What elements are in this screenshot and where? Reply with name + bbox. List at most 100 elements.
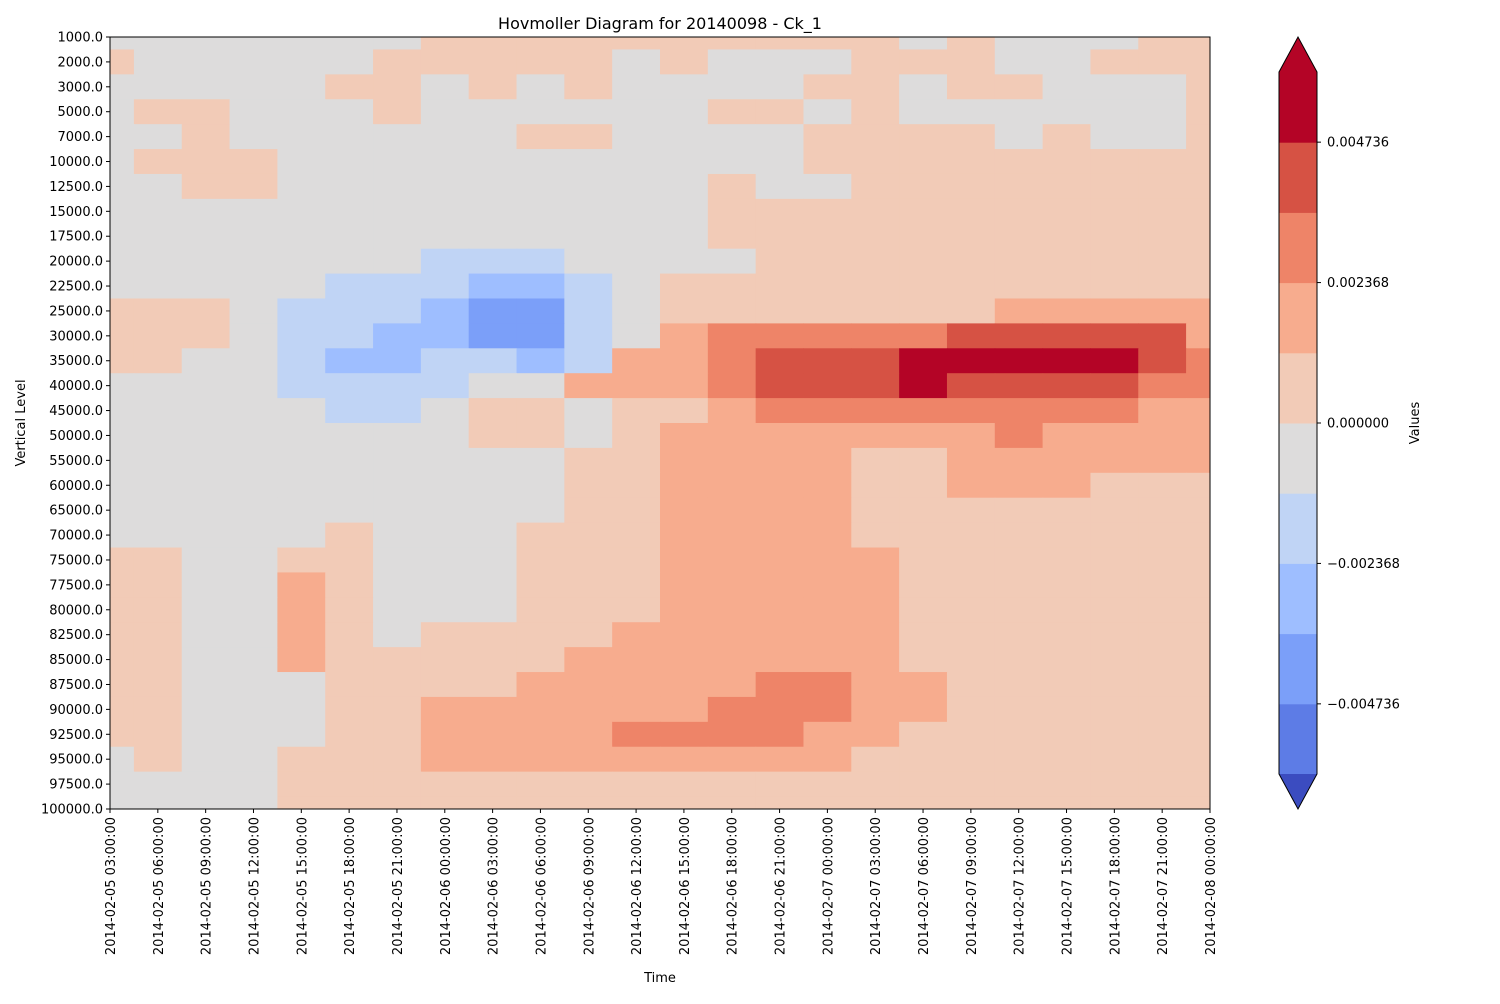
- heatmap-cell: [325, 348, 374, 374]
- heatmap-cell: [516, 472, 565, 499]
- heatmap-cell: [516, 572, 565, 598]
- heatmap-cell: [468, 771, 518, 798]
- heatmap-cell: [110, 622, 135, 648]
- heatmap-cell: [277, 248, 326, 275]
- heatmap-cell: [803, 597, 852, 623]
- heatmap-cell: [1042, 721, 1091, 748]
- heatmap-cell: [277, 124, 326, 150]
- y-tick-label: 75000.0: [49, 553, 103, 568]
- heatmap-cell: [277, 423, 326, 449]
- heatmap-cell: [325, 423, 374, 449]
- heatmap-cell: [755, 298, 804, 324]
- heatmap-cell: [516, 522, 565, 549]
- y-tick-label: 50000.0: [49, 429, 103, 444]
- heatmap-cell: [803, 497, 852, 524]
- heatmap-cell: [110, 348, 135, 374]
- heatmap-cell: [1042, 49, 1091, 75]
- y-tick-label: 1000.0: [58, 31, 104, 46]
- heatmap-cell: [133, 746, 183, 773]
- heatmap-cell: [325, 198, 374, 225]
- heatmap-cell: [1042, 547, 1091, 573]
- heatmap-cell: [564, 497, 613, 524]
- heatmap-cell: [1138, 49, 1187, 75]
- heatmap-cell: [516, 696, 565, 723]
- heatmap-cell: [1138, 198, 1187, 225]
- heatmap-cell: [468, 37, 518, 50]
- heatmap-cell: [420, 796, 470, 810]
- heatmap-cell: [612, 248, 661, 275]
- heatmap-cell: [899, 99, 948, 125]
- heatmap-cell: [612, 672, 661, 698]
- heatmap-cell: [612, 74, 661, 100]
- heatmap-cell: [994, 771, 1044, 798]
- heatmap-cell: [707, 49, 757, 75]
- heatmap-cell: [1138, 248, 1187, 275]
- heatmap-cell: [1138, 273, 1187, 299]
- heatmap-cell: [1042, 597, 1091, 623]
- heatmap-cell: [133, 373, 183, 399]
- heatmap-cell: [564, 49, 613, 75]
- heatmap-cell: [803, 37, 852, 50]
- heatmap-cell: [133, 796, 183, 810]
- heatmap-cell: [1186, 323, 1211, 349]
- heatmap-cell: [181, 423, 231, 449]
- heatmap-cell: [1138, 721, 1187, 748]
- heatmap-cell: [612, 223, 661, 250]
- heatmap-cell: [373, 721, 422, 748]
- x-tick-label: 2014-02-07 06:00:00: [917, 817, 932, 955]
- heatmap-cell: [1090, 37, 1139, 50]
- heatmap-cell: [707, 423, 757, 449]
- heatmap-cell: [564, 173, 613, 200]
- heatmap-cell: [994, 597, 1044, 623]
- heatmap-cell: [755, 721, 804, 748]
- heatmap-cell: [1186, 672, 1211, 698]
- heatmap-cell: [1186, 273, 1211, 299]
- heatmap-cell: [229, 99, 278, 125]
- heatmap-cell: [229, 721, 278, 748]
- heatmap-cell: [660, 124, 709, 150]
- heatmap-cell: [1186, 398, 1211, 424]
- heatmap-cell: [564, 398, 613, 424]
- heatmap-cell: [277, 721, 326, 748]
- heatmap-cell: [660, 771, 709, 798]
- heatmap-cell: [277, 597, 326, 623]
- heatmap-cell: [612, 373, 661, 399]
- heatmap-cell: [946, 746, 996, 773]
- heatmap-cell: [373, 198, 422, 225]
- heatmap-cell: [994, 721, 1044, 748]
- colorbar-segment: [1279, 142, 1317, 213]
- heatmap-cell: [468, 149, 518, 175]
- heatmap-cell: [994, 622, 1044, 648]
- heatmap-cell: [1186, 149, 1211, 175]
- heatmap-cell: [994, 522, 1044, 549]
- heatmap-cell: [516, 173, 565, 200]
- heatmap-cell: [1042, 622, 1091, 648]
- heatmap-cell: [133, 622, 183, 648]
- heatmap-cell: [468, 572, 518, 598]
- heatmap-cell: [277, 373, 326, 399]
- heatmap-cell: [899, 149, 948, 175]
- heatmap-cell: [994, 124, 1044, 150]
- heatmap-cell: [373, 647, 422, 673]
- heatmap-cell: [660, 99, 709, 125]
- heatmap-cell: [899, 323, 948, 349]
- heatmap-cell: [564, 348, 613, 374]
- heatmap-cell: [229, 497, 278, 524]
- heatmap-cell: [133, 447, 183, 474]
- heatmap-cell: [946, 447, 996, 474]
- chart-title: Hovmoller Diagram for 20140098 - Ck_1: [498, 14, 822, 34]
- heatmap-cell: [325, 149, 374, 175]
- heatmap-cell: [1186, 198, 1211, 225]
- heatmap-cell: [277, 223, 326, 250]
- heatmap-cell: [110, 672, 135, 698]
- heatmap-cell: [420, 447, 470, 474]
- heatmap-cell: [516, 248, 565, 275]
- x-tick-label: 2014-02-08 00:00:00: [1204, 817, 1219, 955]
- heatmap-cell: [1042, 472, 1091, 499]
- heatmap-cell: [612, 198, 661, 225]
- heatmap-cell: [1186, 99, 1211, 125]
- heatmap-cell: [1186, 74, 1211, 100]
- heatmap-cell: [1186, 173, 1211, 200]
- heatmap-cell: [851, 37, 900, 50]
